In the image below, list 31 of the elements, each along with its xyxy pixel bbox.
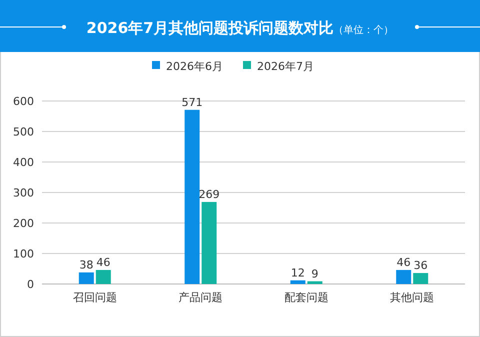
- data-label: 46: [96, 256, 110, 269]
- legend-label: 2026年6月: [166, 60, 223, 73]
- bar: [78, 272, 94, 284]
- bar: [290, 280, 306, 284]
- bar: [202, 202, 217, 284]
- legend-label: 2026年7月: [257, 60, 314, 73]
- data-label: 46: [396, 256, 411, 269]
- bar: [307, 281, 322, 284]
- x-tick-label: 其他问题: [390, 291, 434, 304]
- y-tick-label: 500: [13, 126, 34, 138]
- data-label: 571: [182, 96, 203, 109]
- y-tick-label: 600: [13, 95, 34, 108]
- bar: [413, 273, 428, 284]
- bar: [96, 270, 111, 284]
- x-tick-label: 召回问题: [72, 291, 117, 304]
- bar: [184, 110, 200, 284]
- data-label: 38: [79, 258, 94, 272]
- bar: [396, 270, 412, 284]
- chart-title: 2026年7月其他问题投诉问题数对比: [86, 19, 334, 37]
- chart-subtitle: （单位：个）: [334, 24, 394, 36]
- data-label: 9: [311, 267, 318, 280]
- y-tick-label: 200: [13, 217, 34, 230]
- data-label: 12: [290, 266, 305, 280]
- data-label: 269: [198, 188, 220, 201]
- y-tick-label: 0: [27, 278, 34, 291]
- y-tick-label: 100: [13, 248, 34, 260]
- y-tick-label: 400: [13, 156, 34, 169]
- data-label: 36: [414, 259, 428, 272]
- x-tick-label: 配套问题: [284, 291, 328, 304]
- y-tick-label: 300: [13, 186, 34, 200]
- x-tick-label: 产品问题: [178, 291, 223, 304]
